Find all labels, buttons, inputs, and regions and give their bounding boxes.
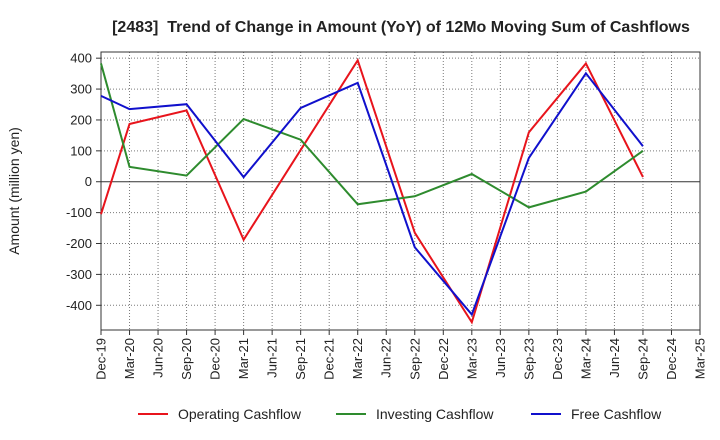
x-tick-label: Sep-21: [293, 338, 308, 380]
y-axis-label: Amount (million yen): [6, 127, 22, 255]
x-tick-label: Mar-24: [578, 338, 593, 379]
y-tick-label: -300: [66, 267, 92, 282]
series-line-investing-cashflow: [100, 63, 644, 209]
legend-item-free-cashflow: Free Cashflow: [531, 406, 662, 422]
legend-label: Free Cashflow: [571, 406, 662, 422]
x-tick-label: Jun-20: [151, 338, 166, 378]
series-line-free-cashflow: [100, 71, 644, 317]
chart-title: [2483] Trend of Change in Amount (YoY) o…: [112, 19, 690, 36]
x-tick-label: Mar-20: [122, 338, 137, 379]
y-tick-label: 400: [70, 51, 92, 66]
plot-frame: [100, 51, 701, 331]
x-tick-label: Jun-21: [265, 338, 280, 378]
x-tick-label: Dec-20: [208, 338, 223, 380]
legend-item-investing-cashflow: Investing Cashflow: [336, 406, 494, 422]
x-tick-label: Dec-22: [436, 338, 451, 380]
x-tick-label: Sep-22: [407, 338, 422, 380]
series-group: [100, 58, 644, 325]
x-tick-label: Sep-24: [635, 338, 650, 380]
axes: Dec-19 Mar-20 Jun-20 Sep-20 Dec-20 Mar-21 Jun-…: [66, 51, 708, 380]
legend-item-operating-cashflow: Operating Cashflow: [138, 406, 302, 422]
x-tick-label: Dec-21: [322, 338, 337, 380]
x-tick-label: Mar-25: [693, 338, 708, 379]
x-tick-label: Dec-23: [550, 338, 565, 380]
y-tick-label: -100: [66, 205, 92, 220]
legend-label: Investing Cashflow: [376, 406, 494, 422]
x-tick-label: Jun-22: [379, 338, 394, 378]
series-line-operating-cashflow: [100, 58, 644, 325]
y-tick-label: 200: [70, 112, 92, 127]
legend: Operating Cashflow Investing Cashflow Free…: [138, 406, 662, 422]
legend-label: Operating Cashflow: [178, 406, 302, 422]
y-tick-label: -400: [66, 298, 92, 313]
x-tick-label: Mar-23: [464, 338, 479, 379]
x-tick-label: Jun-24: [607, 338, 622, 378]
x-tick-label: Jun-23: [493, 338, 508, 378]
x-tick-label: Mar-21: [236, 338, 251, 379]
y-tick-label: 300: [70, 82, 92, 97]
x-tick-label: Dec-24: [664, 338, 679, 380]
y-tick-label: 100: [70, 143, 92, 158]
x-tick-label: Dec-19: [94, 338, 109, 380]
x-tick-label: Sep-20: [179, 338, 194, 380]
y-tick-label: 0: [85, 174, 92, 189]
y-tick-label: -200: [66, 236, 92, 251]
x-tick-label: Mar-22: [350, 338, 365, 379]
x-tick-label: Sep-23: [521, 338, 536, 380]
